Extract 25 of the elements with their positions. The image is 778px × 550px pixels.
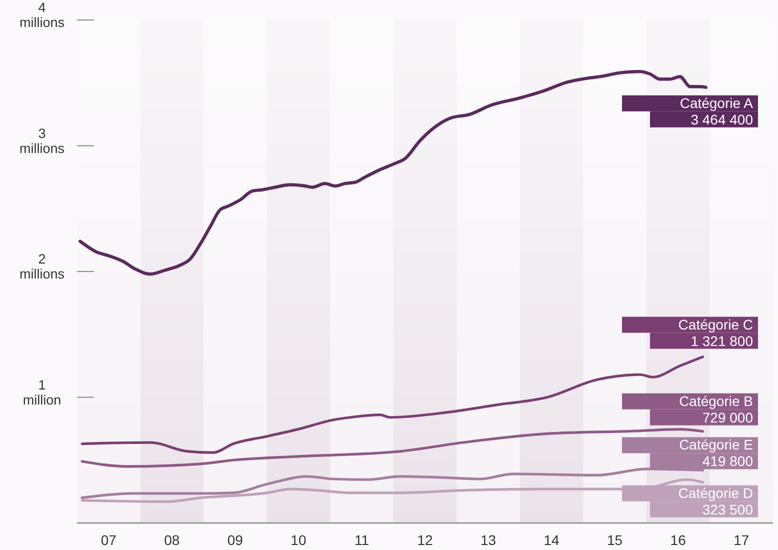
series-label: Catégorie E — [679, 436, 753, 453]
x-tick-label: 11 — [354, 532, 370, 548]
series-label: Catégorie A — [680, 94, 754, 111]
x-tick-label: 12 — [417, 532, 433, 548]
data-label: 419 800 — [702, 453, 754, 470]
series-label: Catégorie B — [679, 392, 753, 409]
x-tick-label: 16 — [670, 532, 686, 548]
text: Catégorie C — [678, 316, 753, 332]
x-tick-label: 15 — [607, 532, 623, 548]
x-tick-label: 10 — [290, 532, 306, 548]
x-tick-label: 14 — [544, 532, 560, 548]
x-tick-label: 08 — [164, 532, 180, 548]
y-tick-label: 3 millions — [19, 126, 65, 156]
data-label: 323 500 — [702, 501, 754, 518]
y-tick-label: 1 million — [22, 377, 62, 408]
y-tick-label: 2 millions — [19, 252, 65, 282]
y-tick-label: 4 millions — [19, 0, 65, 30]
data-label: 1 321 800 — [690, 332, 754, 349]
x-tick-label: 09 — [227, 532, 244, 548]
data-label: 729 000 — [702, 409, 754, 426]
data-label: 3 464 400 — [690, 111, 754, 128]
x-tick-label: 13 — [480, 532, 496, 548]
x-tick-label: 17 — [734, 532, 750, 548]
series-label: Catégorie D — [678, 484, 753, 501]
x-tick-label: 07 — [100, 532, 117, 548]
